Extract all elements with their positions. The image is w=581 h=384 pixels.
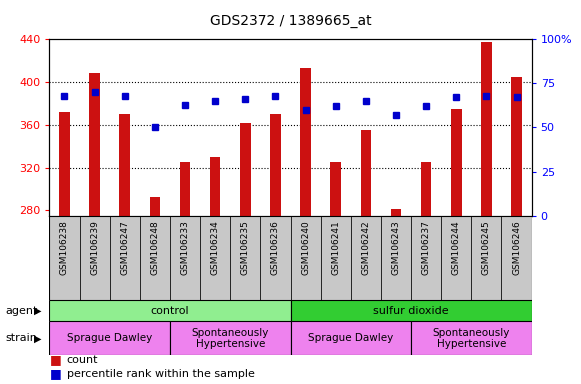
Text: strain: strain — [6, 333, 38, 343]
Text: sulfur dioxide: sulfur dioxide — [373, 306, 449, 316]
Bar — [80, 216, 110, 300]
Text: GSM106235: GSM106235 — [241, 220, 250, 275]
Bar — [260, 216, 290, 300]
Text: GSM106245: GSM106245 — [482, 220, 491, 275]
Text: GSM106236: GSM106236 — [271, 220, 280, 275]
Text: GSM106241: GSM106241 — [331, 220, 340, 275]
Text: Sprague Dawley: Sprague Dawley — [308, 333, 393, 343]
Bar — [361, 130, 371, 384]
Text: count: count — [67, 354, 98, 364]
Text: GSM106240: GSM106240 — [301, 220, 310, 275]
Bar — [501, 216, 532, 300]
Bar — [390, 209, 401, 384]
Text: GSM106248: GSM106248 — [150, 220, 159, 275]
Bar — [451, 109, 461, 384]
Bar — [210, 157, 220, 384]
Text: GSM106243: GSM106243 — [392, 220, 400, 275]
Text: control: control — [150, 306, 189, 316]
Bar — [89, 73, 100, 384]
Bar — [149, 197, 160, 384]
Text: GSM106238: GSM106238 — [60, 220, 69, 275]
Bar — [321, 216, 351, 300]
Text: Spontaneously
Hypertensive: Spontaneously Hypertensive — [433, 328, 510, 349]
Bar — [381, 216, 411, 300]
Bar — [170, 216, 200, 300]
Bar — [59, 112, 70, 384]
Bar — [411, 216, 441, 300]
Bar — [120, 114, 130, 384]
Bar — [411, 321, 532, 355]
Bar — [170, 321, 290, 355]
Bar — [290, 216, 321, 300]
Text: ■: ■ — [49, 367, 61, 381]
Bar — [200, 216, 230, 300]
Text: GSM106233: GSM106233 — [181, 220, 189, 275]
Bar — [49, 216, 80, 300]
Bar — [290, 300, 532, 321]
Text: ■: ■ — [49, 353, 61, 366]
Bar — [441, 216, 471, 300]
Bar — [471, 216, 501, 300]
Bar — [240, 122, 250, 384]
Text: GSM106246: GSM106246 — [512, 220, 521, 275]
Bar — [140, 216, 170, 300]
Bar — [351, 216, 381, 300]
Bar — [331, 162, 341, 384]
Text: Spontaneously
Hypertensive: Spontaneously Hypertensive — [192, 328, 269, 349]
Text: ▶: ▶ — [34, 306, 41, 316]
Text: GSM106239: GSM106239 — [90, 220, 99, 275]
Bar — [49, 321, 170, 355]
Text: GSM106247: GSM106247 — [120, 220, 129, 275]
Text: ▶: ▶ — [34, 333, 41, 343]
Text: GSM106237: GSM106237 — [422, 220, 431, 275]
Text: agent: agent — [6, 306, 38, 316]
Bar — [300, 68, 311, 384]
Bar — [511, 77, 522, 384]
Text: GDS2372 / 1389665_at: GDS2372 / 1389665_at — [210, 14, 371, 28]
Text: GSM106234: GSM106234 — [211, 220, 220, 275]
Bar — [49, 300, 290, 321]
Bar — [230, 216, 260, 300]
Bar — [110, 216, 140, 300]
Text: Sprague Dawley: Sprague Dawley — [67, 333, 152, 343]
Text: GSM106242: GSM106242 — [361, 220, 370, 275]
Bar — [421, 162, 432, 384]
Bar — [270, 114, 281, 384]
Text: percentile rank within the sample: percentile rank within the sample — [67, 369, 254, 379]
Bar — [180, 162, 191, 384]
Bar — [290, 321, 411, 355]
Bar — [481, 42, 492, 384]
Text: GSM106244: GSM106244 — [452, 220, 461, 275]
